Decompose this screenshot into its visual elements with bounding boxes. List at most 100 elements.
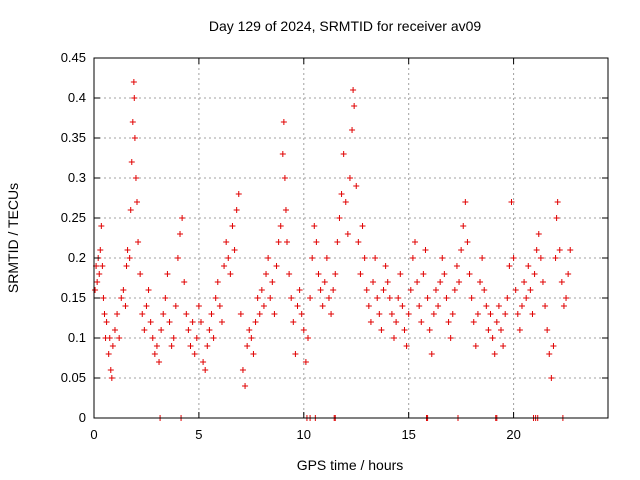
data-point xyxy=(527,287,534,293)
data-point xyxy=(106,335,113,341)
data-point xyxy=(359,223,366,229)
data-point xyxy=(495,303,502,309)
data-point xyxy=(164,271,171,277)
data-point xyxy=(250,351,257,357)
data-point xyxy=(218,319,225,325)
data-point xyxy=(514,311,521,317)
data-point xyxy=(233,207,240,213)
data-point xyxy=(174,255,181,261)
data-point xyxy=(105,351,112,357)
data-point xyxy=(145,287,152,293)
data-point xyxy=(470,319,477,325)
data-point xyxy=(271,311,278,317)
data-point xyxy=(330,287,337,293)
data-point xyxy=(235,191,242,197)
y-axis-label: SRMTID / TECUs xyxy=(5,183,21,293)
data-point xyxy=(231,247,238,253)
data-point xyxy=(552,255,559,261)
data-point xyxy=(338,191,345,197)
data-point xyxy=(357,271,364,277)
data-point xyxy=(273,263,280,269)
data-point xyxy=(294,303,301,309)
data-point xyxy=(323,255,330,261)
data-point xyxy=(131,95,138,101)
data-point xyxy=(349,127,356,133)
data-point xyxy=(208,311,215,317)
data-point xyxy=(458,247,465,253)
y-tick-label: 0.15 xyxy=(61,290,86,305)
data-point xyxy=(447,335,454,341)
data-point xyxy=(100,295,107,301)
data-point xyxy=(477,279,484,285)
data-point xyxy=(96,271,103,277)
data-point xyxy=(298,311,305,317)
data-point xyxy=(449,311,456,317)
data-point xyxy=(361,255,368,261)
data-point xyxy=(204,343,211,349)
data-point xyxy=(170,335,177,341)
data-point xyxy=(258,287,265,293)
data-point xyxy=(212,295,219,301)
data-point xyxy=(290,319,297,325)
data-point xyxy=(553,215,560,221)
data-point xyxy=(336,215,343,221)
data-point xyxy=(432,287,439,293)
data-point xyxy=(351,103,358,109)
data-point xyxy=(365,303,372,309)
data-point xyxy=(430,311,437,317)
data-point xyxy=(254,295,261,301)
data-point xyxy=(487,311,494,317)
data-point xyxy=(193,335,200,341)
data-point xyxy=(135,239,142,245)
data-point xyxy=(260,303,267,309)
data-point xyxy=(120,287,127,293)
data-point xyxy=(374,295,381,301)
data-point xyxy=(252,319,259,325)
data-point xyxy=(94,279,101,285)
data-point xyxy=(307,295,314,301)
data-point xyxy=(131,135,138,141)
data-point xyxy=(109,343,116,349)
data-point xyxy=(269,279,276,285)
data-point xyxy=(130,79,137,85)
data-point xyxy=(101,311,108,317)
data-point xyxy=(428,351,435,357)
data-point xyxy=(372,255,379,261)
data-point xyxy=(325,295,332,301)
x-tick-label: 0 xyxy=(90,427,97,442)
y-tick-label: 0.45 xyxy=(61,50,86,65)
data-point xyxy=(124,247,131,253)
data-point xyxy=(491,351,498,357)
y-tick-label: 0.35 xyxy=(61,130,86,145)
data-point xyxy=(328,311,335,317)
data-point xyxy=(388,311,395,317)
data-point xyxy=(468,295,475,301)
data-point xyxy=(256,311,263,317)
data-point xyxy=(195,303,202,309)
data-point xyxy=(485,327,492,333)
data-point xyxy=(319,303,326,309)
y-tick-label: 0.4 xyxy=(68,90,86,105)
data-point xyxy=(227,271,234,277)
data-point xyxy=(504,295,511,301)
data-point xyxy=(137,271,144,277)
data-point xyxy=(466,271,473,277)
data-point xyxy=(506,263,513,269)
data-point xyxy=(353,183,360,189)
data-point xyxy=(129,119,136,125)
data-point xyxy=(181,279,188,285)
data-point xyxy=(214,279,221,285)
data-point xyxy=(546,351,553,357)
data-point xyxy=(409,255,416,261)
data-point xyxy=(418,319,425,325)
data-point xyxy=(502,311,509,317)
data-point xyxy=(162,295,169,301)
data-point xyxy=(223,239,230,245)
data-point xyxy=(141,327,148,333)
x-axis-label: GPS time / hours xyxy=(297,457,404,473)
data-point xyxy=(108,375,115,381)
data-point xyxy=(537,255,544,261)
data-point xyxy=(472,343,479,349)
data-point xyxy=(122,303,129,309)
data-point xyxy=(118,295,125,301)
